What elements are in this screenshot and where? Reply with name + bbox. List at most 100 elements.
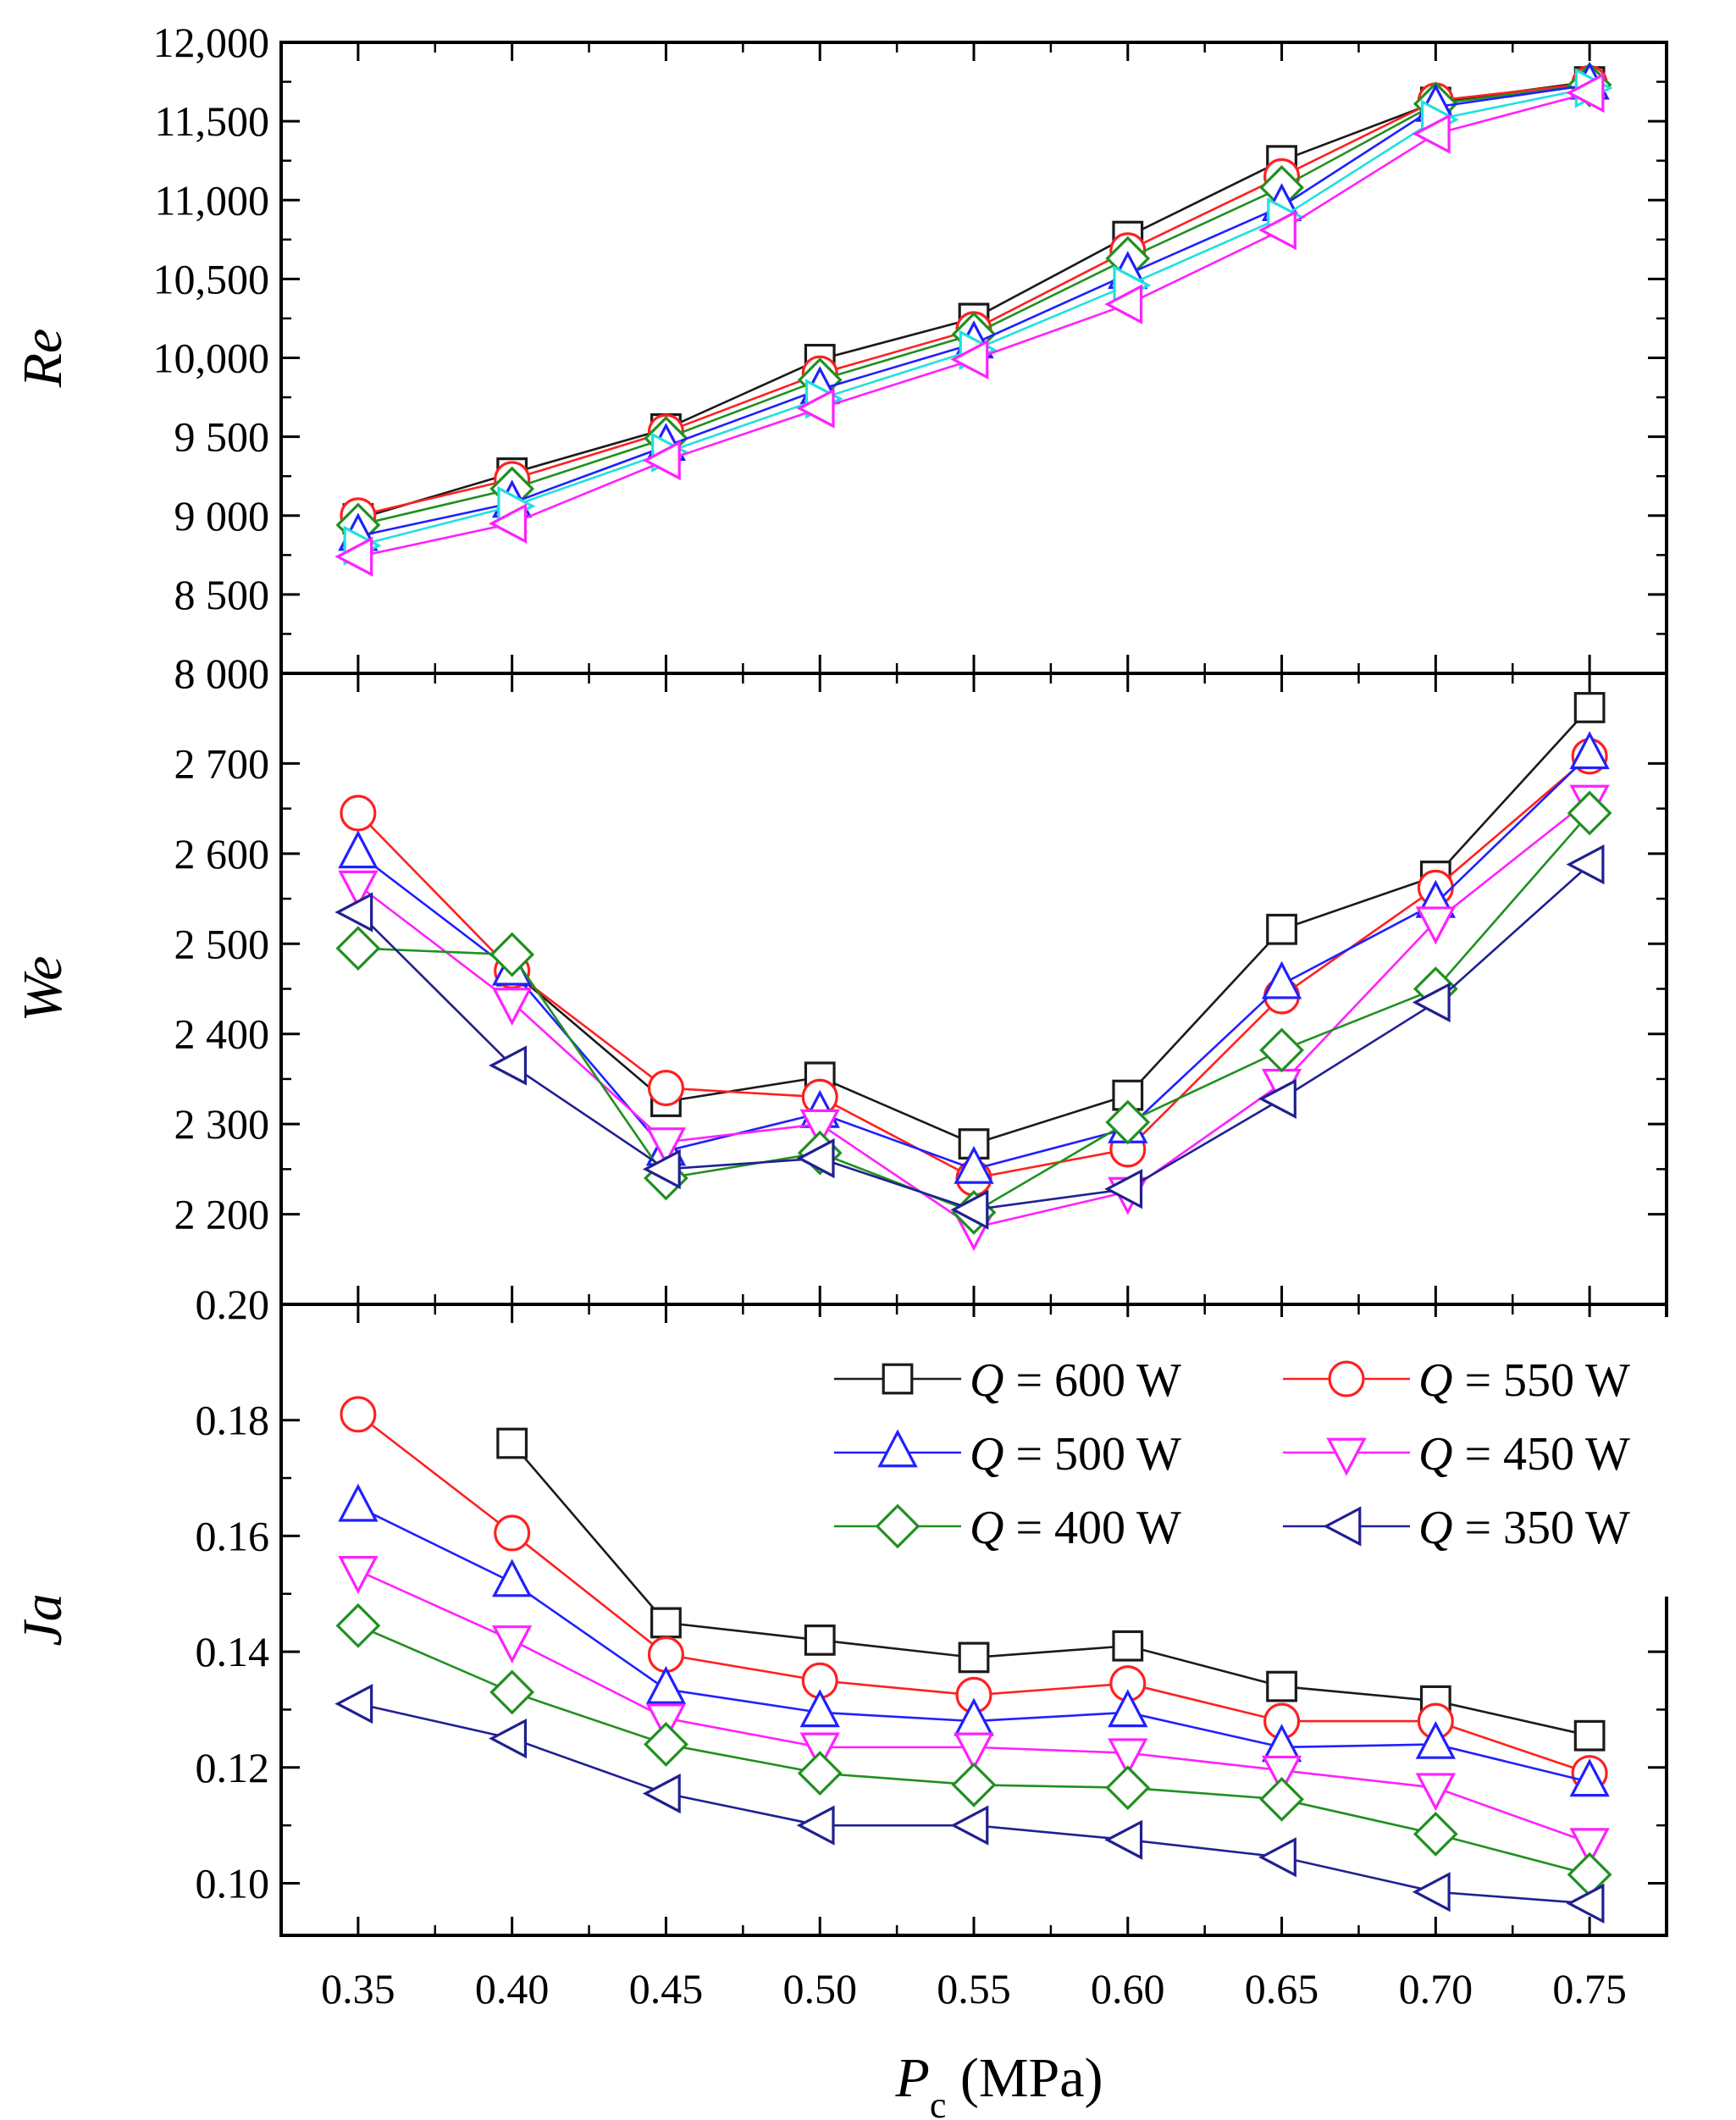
y-tick-label: 12,000: [153, 19, 270, 66]
data-point-450: [338, 870, 379, 909]
x-tick-label: 0.50: [782, 1965, 857, 2012]
data-point-350: [1566, 1883, 1605, 1924]
data-point-400: [1413, 1811, 1458, 1857]
y-axis-title-re: Re: [12, 329, 74, 389]
data-point-450: [489, 503, 528, 544]
series-top-550: [340, 64, 1608, 534]
x-tick-label: 0.35: [321, 1965, 395, 2012]
data-point-600: [804, 1625, 836, 1656]
y-tick-label: 2 700: [174, 739, 270, 787]
data-point-450: [645, 1703, 687, 1742]
y-tick-label: 0.20: [196, 1281, 270, 1328]
data-point-400: [1259, 1776, 1304, 1822]
y-tick-label: 2 600: [174, 830, 270, 877]
series-line-550: [357, 755, 1590, 1180]
series-line-600: [357, 80, 1590, 520]
legend-label: Q = 600 W: [970, 1354, 1181, 1407]
y-axis-title-we: We: [12, 955, 74, 1021]
data-point-600: [1266, 1670, 1297, 1702]
data-point-350: [1412, 982, 1451, 1023]
y-tick-label: 0.16: [196, 1512, 270, 1559]
data-point-350: [1104, 1169, 1143, 1209]
data-point-450: [1569, 1828, 1610, 1867]
data-point-350: [1566, 844, 1605, 885]
series-top-450: [334, 72, 1605, 577]
data-point-500: [799, 1689, 840, 1728]
data-point-600: [650, 1607, 682, 1639]
data-point-400: [1567, 790, 1612, 836]
data-point-450: [799, 1109, 840, 1148]
legend-box: [813, 1317, 1694, 1597]
data-point-400: [1105, 1099, 1151, 1145]
legend-label: Q = 500 W: [970, 1428, 1181, 1481]
data-point-550: [340, 794, 377, 832]
y-tick-label: 9 000: [174, 492, 270, 540]
y-tick-label: 2 500: [174, 920, 270, 967]
data-point-500: [338, 1483, 379, 1522]
x-tick-label: 0.75: [1552, 1965, 1627, 2012]
data-point-600: [1112, 1630, 1144, 1662]
series-bottom-600: [496, 1427, 1606, 1752]
data-point-500: [645, 1665, 687, 1704]
y-tick-label: 0.18: [196, 1397, 270, 1444]
data-point-450: [950, 339, 989, 380]
panels: 8 000 8 500 9 000 9 500 10,000 10,500 11,000 11…: [12, 19, 1668, 2012]
y-tick-label: 0.12: [196, 1744, 270, 1791]
data-point-450: [1415, 906, 1456, 945]
y-tick-label: 9 500: [174, 413, 270, 461]
data-point-400: [489, 1669, 535, 1715]
data-point-500: [954, 1145, 994, 1184]
x-tick-label: 0.60: [1091, 1965, 1165, 2012]
series-line-550: [357, 82, 1590, 518]
data-point-450: [1415, 1773, 1456, 1812]
data-point-400: [335, 1602, 381, 1648]
svg-text:Pc (MPa): Pc (MPa): [894, 2047, 1103, 2120]
legend: Q = 600 W Q = 550 W Q = 500 W Q = 450 W Q = …: [813, 1317, 1694, 1597]
data-point-400: [1259, 1027, 1304, 1073]
data-point-450: [334, 536, 373, 577]
legend-marker: [875, 1503, 921, 1549]
data-point-350: [1258, 1078, 1296, 1119]
series-bottom-550: [340, 1396, 1608, 1792]
y-tick-label: 2 300: [174, 1100, 270, 1148]
data-point-450: [1108, 1738, 1148, 1777]
y-tick-label: 0.14: [196, 1628, 270, 1675]
legend-marker: [1328, 1360, 1365, 1398]
data-point-450: [645, 1127, 687, 1166]
legend-marker: [877, 1429, 918, 1468]
y-tick-label: 8 500: [174, 571, 270, 618]
y-tick-label: 2 200: [174, 1191, 270, 1238]
data-point-600: [1573, 692, 1606, 723]
legend-label: Q = 350 W: [1418, 1502, 1630, 1554]
data-point-350: [950, 1805, 989, 1846]
legend-label: Q = 550 W: [1418, 1354, 1630, 1407]
data-point-350: [1258, 1837, 1296, 1878]
data-point-450: [799, 1732, 840, 1771]
data-point-500: [1569, 1758, 1610, 1797]
data-point-450: [796, 388, 835, 429]
y-tick-label: 8 000: [174, 650, 270, 697]
data-point-350: [334, 1683, 373, 1724]
x-tick-label: 0.70: [1399, 1965, 1473, 2012]
data-point-400: [335, 926, 381, 971]
data-point-450: [642, 440, 681, 481]
data-point-600: [1266, 913, 1297, 945]
series-line-600: [511, 706, 1591, 1145]
data-point-350: [796, 1137, 835, 1179]
x-tick-label: 0.55: [937, 1965, 1011, 2012]
x-tick-label: 0.45: [629, 1965, 704, 2012]
y-tick-label: 0.10: [196, 1859, 270, 1907]
x-tick-label: 0.65: [1245, 1965, 1319, 2012]
data-point-450: [1412, 113, 1451, 154]
data-point-400: [797, 1751, 843, 1796]
data-point-450: [338, 1556, 379, 1594]
y-tick-label: 10,500: [153, 255, 270, 302]
data-point-500: [1261, 960, 1302, 999]
y-axis-title-ja: Ja: [12, 1593, 74, 1646]
series-bottom-450: [338, 1556, 1610, 1867]
data-point-600: [496, 1427, 528, 1459]
x-axis-title: Pc (MPa): [894, 2047, 1103, 2120]
data-point-450: [1258, 209, 1296, 251]
data-point-350: [1412, 1872, 1451, 1912]
x-tick-label: 0.40: [475, 1965, 550, 2012]
